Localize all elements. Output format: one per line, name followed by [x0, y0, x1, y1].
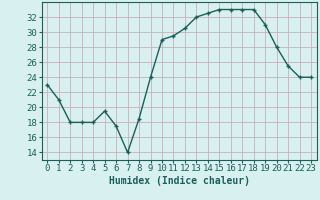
X-axis label: Humidex (Indice chaleur): Humidex (Indice chaleur) [109, 176, 250, 186]
